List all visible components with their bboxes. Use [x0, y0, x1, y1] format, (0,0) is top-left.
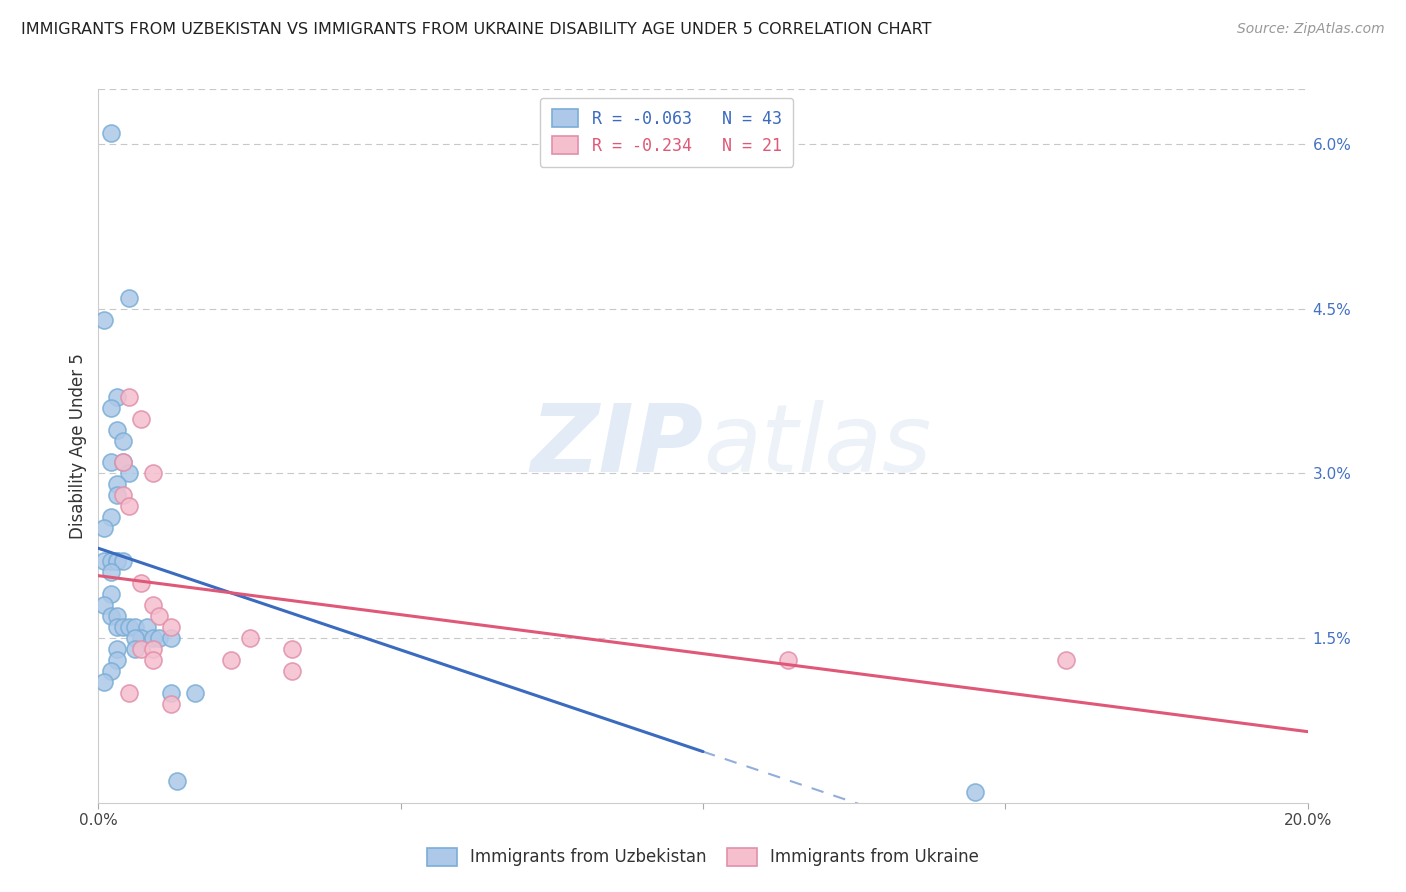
Point [148, 631, 170, 645]
Text: atlas: atlas [703, 401, 931, 491]
Point [100, 609, 122, 624]
Point [105, 488, 128, 502]
Point [93, 554, 115, 568]
Point [100, 455, 122, 469]
Point [160, 631, 183, 645]
Point [135, 620, 157, 634]
Point [129, 642, 152, 657]
Point [129, 576, 152, 591]
Point [105, 390, 128, 404]
Point [105, 620, 128, 634]
Point [118, 620, 141, 634]
Point [111, 488, 134, 502]
Point [124, 620, 146, 634]
Point [93, 312, 115, 326]
Point [221, 653, 243, 667]
Point [93, 521, 115, 535]
Point [160, 620, 183, 634]
Point [142, 631, 165, 645]
Point [100, 510, 122, 524]
Point [239, 631, 262, 645]
Point [281, 664, 304, 678]
Y-axis label: Disability Age Under 5: Disability Age Under 5 [69, 353, 87, 539]
Text: ZIP: ZIP [530, 400, 703, 492]
Point [111, 620, 134, 634]
Point [281, 642, 304, 657]
Legend: Immigrants from Uzbekistan, Immigrants from Ukraine: Immigrants from Uzbekistan, Immigrants f… [419, 839, 987, 875]
Point [111, 455, 134, 469]
Point [93, 598, 115, 612]
Point [100, 126, 122, 140]
Point [124, 642, 146, 657]
Point [93, 675, 115, 690]
Point [118, 686, 141, 700]
Legend: R = -0.063   N = 43, R = -0.234   N = 21: R = -0.063 N = 43, R = -0.234 N = 21 [540, 97, 793, 167]
Point [142, 598, 165, 612]
Point [105, 642, 128, 657]
Point [129, 631, 152, 645]
Point [100, 554, 122, 568]
Point [100, 566, 122, 580]
Point [776, 653, 799, 667]
Point [124, 631, 146, 645]
Point [184, 686, 207, 700]
Point [105, 554, 128, 568]
Point [160, 686, 183, 700]
Point [105, 554, 128, 568]
Point [142, 653, 165, 667]
Point [105, 423, 128, 437]
Point [1054, 653, 1077, 667]
Text: Source: ZipAtlas.com: Source: ZipAtlas.com [1237, 22, 1385, 37]
Point [129, 411, 152, 425]
Point [142, 467, 165, 481]
Point [160, 697, 183, 711]
Point [111, 554, 134, 568]
Point [105, 609, 128, 624]
Text: IMMIGRANTS FROM UZBEKISTAN VS IMMIGRANTS FROM UKRAINE DISABILITY AGE UNDER 5 COR: IMMIGRANTS FROM UZBEKISTAN VS IMMIGRANTS… [21, 22, 932, 37]
Point [965, 785, 987, 799]
Point [111, 455, 134, 469]
Point [100, 587, 122, 601]
Point [118, 291, 141, 305]
Point [148, 609, 170, 624]
Point [118, 500, 141, 514]
Point [111, 434, 134, 448]
Point [100, 401, 122, 415]
Point [142, 642, 165, 657]
Point [118, 467, 141, 481]
Point [105, 653, 128, 667]
Point [166, 773, 188, 788]
Point [118, 390, 141, 404]
Point [100, 664, 122, 678]
Point [105, 477, 128, 491]
